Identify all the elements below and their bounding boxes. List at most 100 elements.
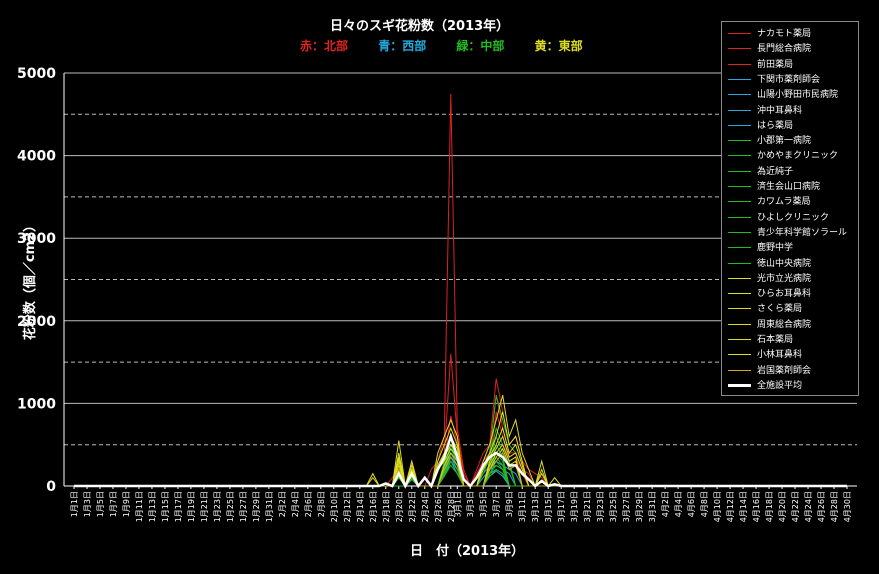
x-tick-label: 2月16日 bbox=[369, 491, 378, 522]
legend-label: 山陽小野田市民病院 bbox=[757, 90, 839, 101]
legend-label: ひよしクリニック bbox=[757, 212, 830, 223]
legend-label: カワムラ薬局 bbox=[757, 197, 811, 208]
legend-label: ナカモト薬局 bbox=[757, 29, 812, 39]
y-tick-label: 1000 bbox=[17, 396, 56, 412]
x-tick-label: 1月11日 bbox=[135, 491, 144, 522]
x-tick-label: 4月8日 bbox=[700, 491, 709, 517]
y-tick-label: 4000 bbox=[17, 149, 56, 165]
legend-item: 小林耳鼻科 bbox=[728, 347, 802, 360]
legend-label: 長門総合病院 bbox=[757, 44, 812, 55]
x-tick-label: 3月9日 bbox=[505, 491, 514, 517]
legend-item: 山陽小野田市民病院 bbox=[728, 87, 838, 100]
legend-label: 沖中耳鼻科 bbox=[757, 105, 803, 116]
x-tick-label: 3月3日 bbox=[466, 491, 475, 517]
legend-item: 小郡第一病院 bbox=[728, 133, 811, 146]
legend-item: カワムラ薬局 bbox=[728, 194, 811, 207]
x-tick-label: 4月4日 bbox=[674, 491, 683, 517]
legend-label: 岩国薬剤師会 bbox=[757, 365, 812, 376]
x-tick-label: 3月11日 bbox=[518, 491, 527, 522]
x-tick-label: 2月18日 bbox=[382, 491, 391, 522]
x-tick-label: 3月19日 bbox=[570, 491, 579, 522]
legend-swatch bbox=[728, 369, 751, 371]
x-axis-title: 日 付（2013年） bbox=[410, 544, 525, 559]
legend-item: ナカモト薬局 bbox=[728, 26, 811, 39]
x-tick-label: 3月15日 bbox=[544, 491, 553, 522]
legend-swatch bbox=[728, 354, 751, 356]
region-legend: 赤：北部 青：西部 緑：中部 黄：東部 bbox=[300, 37, 609, 54]
region-west-label: 青：西部 bbox=[378, 39, 427, 53]
x-tick-label: 1月27日 bbox=[239, 491, 248, 522]
x-tick-label: 1月1日 bbox=[70, 491, 79, 517]
x-tick-label: 4月24日 bbox=[804, 491, 813, 522]
x-tick-label: 1月29日 bbox=[252, 491, 261, 522]
legend-swatch bbox=[728, 109, 751, 111]
x-tick-label: 3月21日 bbox=[583, 491, 592, 522]
legend-swatch bbox=[728, 140, 751, 142]
legend: ナカモト薬局 長門総合病院 前田薬局 下関市薬剤師会 山陽小野田市民病院 沖中耳鼻科 はら薬… bbox=[721, 21, 859, 396]
x-tick-label: 3月1日 bbox=[453, 491, 462, 517]
x-tick-label: 4月6日 bbox=[687, 491, 696, 517]
x-tick-label: 2月20日 bbox=[395, 491, 404, 522]
legend-item: 前田薬局 bbox=[728, 57, 793, 70]
legend-swatch bbox=[728, 277, 751, 279]
legend-label: 徳山中央病院 bbox=[757, 258, 812, 269]
x-tick-label: 1月23日 bbox=[213, 491, 222, 522]
x-tick-label: 3月25日 bbox=[609, 491, 618, 522]
x-tick-label: 1月21日 bbox=[200, 491, 209, 522]
x-tick-label: 1月7日 bbox=[109, 491, 118, 517]
legend-swatch bbox=[728, 323, 751, 325]
legend-label: 小林耳鼻科 bbox=[757, 350, 803, 361]
legend-label: 前田薬局 bbox=[757, 59, 794, 70]
x-tick-label: 4月14日 bbox=[739, 491, 748, 522]
legend-item: 石本薬局 bbox=[728, 332, 793, 345]
legend-label: ひらお耳鼻科 bbox=[757, 289, 812, 300]
legend-label: 為近純子 bbox=[757, 166, 794, 177]
legend-swatch bbox=[728, 186, 751, 187]
legend-swatch bbox=[728, 201, 751, 203]
x-tick-label: 1月9日 bbox=[122, 491, 131, 517]
legend-swatch bbox=[728, 247, 751, 249]
x-tick-label: 2月4日 bbox=[291, 491, 300, 517]
legend-item: はら薬局 bbox=[728, 118, 793, 131]
region-north-label: 赤：北部 bbox=[300, 39, 349, 53]
legend-swatch bbox=[728, 216, 751, 218]
legend-swatch bbox=[728, 33, 751, 34]
legend-swatch bbox=[728, 308, 751, 310]
series-line bbox=[74, 432, 847, 489]
x-tick-label: 2月14日 bbox=[356, 491, 365, 522]
x-tick-label: 2月10日 bbox=[330, 491, 339, 522]
y-tick-label: 2000 bbox=[17, 314, 56, 330]
legend-item: 鹿野中学 bbox=[728, 240, 793, 253]
x-tick-label: 2月12日 bbox=[343, 491, 352, 522]
x-tick-label: 4月2日 bbox=[661, 491, 670, 517]
legend-swatch bbox=[728, 383, 751, 387]
legend-swatch bbox=[728, 339, 751, 340]
legend-item: 全施設平均 bbox=[728, 378, 802, 391]
legend-swatch bbox=[728, 293, 751, 295]
x-tick-label: 3月29日 bbox=[635, 491, 644, 522]
y-tick-label: 5000 bbox=[17, 66, 56, 82]
x-tick-label: 4月26日 bbox=[817, 491, 826, 522]
legend-item: 済生会山口病院 bbox=[728, 179, 820, 192]
legend-item: 沖中耳鼻科 bbox=[728, 103, 802, 116]
legend-item: ひらお耳鼻科 bbox=[728, 286, 811, 299]
legend-item: さくら薬局 bbox=[728, 301, 802, 314]
x-tick-label: 4月20日 bbox=[778, 491, 787, 522]
legend-label: はら薬局 bbox=[757, 120, 794, 131]
x-tick-label: 1月25日 bbox=[226, 491, 235, 522]
legend-swatch bbox=[728, 155, 751, 157]
legend-swatch bbox=[728, 170, 751, 172]
x-tick-label: 2月22日 bbox=[408, 491, 417, 522]
legend-item: かめやまクリニック bbox=[728, 148, 838, 161]
legend-label: 周東総合病院 bbox=[757, 319, 812, 330]
legend-swatch bbox=[728, 231, 751, 233]
legend-swatch bbox=[728, 94, 751, 96]
x-tick-label: 2月24日 bbox=[421, 491, 430, 522]
legend-label: さくら薬局 bbox=[757, 304, 803, 315]
chart-title: 日々のスギ花粉数（2013年） bbox=[330, 19, 510, 34]
x-tick-label: 1月15日 bbox=[161, 491, 170, 522]
x-tick-label: 1月5日 bbox=[96, 491, 105, 517]
x-tick-label: 4月16日 bbox=[752, 491, 761, 522]
legend-swatch bbox=[728, 63, 751, 65]
